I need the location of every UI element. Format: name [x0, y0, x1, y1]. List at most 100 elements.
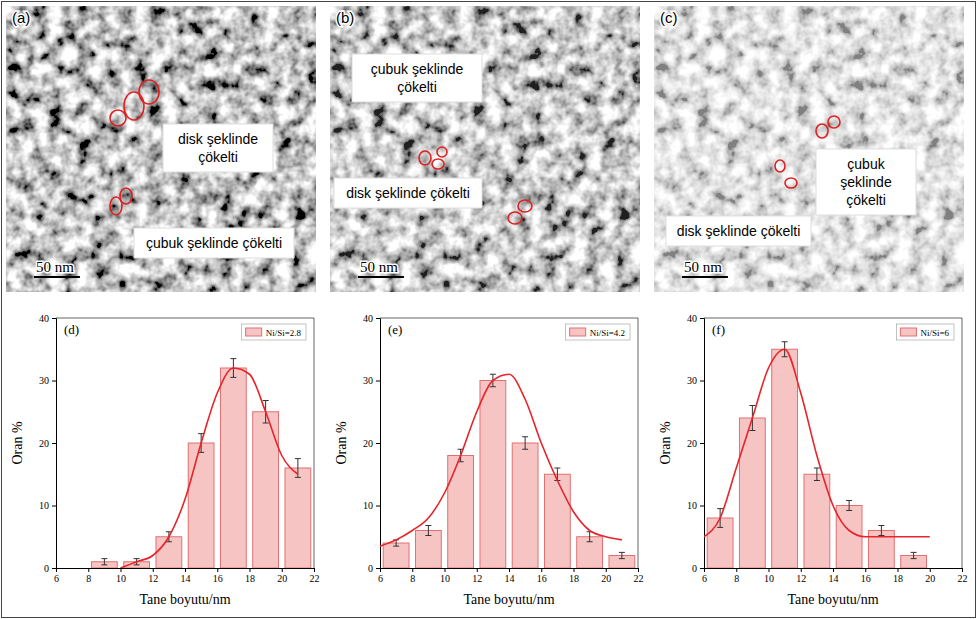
tick-label: 0 — [368, 563, 373, 574]
tick: 20 — [601, 568, 611, 584]
tick-mark — [700, 381, 704, 382]
precipitate-marker — [139, 80, 159, 104]
histogram-bar — [383, 543, 409, 568]
tick-mark — [282, 568, 283, 572]
histogram-chart: 6810121416182022010203040(e)Ni/Si=4.2Tan… — [334, 313, 644, 607]
error-bar — [619, 552, 625, 558]
tick-label: 14 — [829, 573, 839, 584]
tick-mark — [638, 568, 639, 572]
micrograph-texture — [6, 6, 316, 292]
histogram-bar — [220, 368, 246, 568]
legend: Ni/Si=2.8 — [242, 324, 306, 340]
tick-mark — [185, 568, 186, 572]
tick-label: 14 — [181, 573, 191, 584]
error-bar-cap — [425, 525, 431, 526]
panel-letter: (f) — [712, 322, 725, 337]
annotation-label: çubuk şeklindeçökelti — [371, 61, 464, 95]
tick-label: 10 — [687, 500, 697, 511]
tick: 12 — [796, 568, 806, 584]
tick: 8 — [86, 568, 91, 584]
tick-mark — [88, 568, 89, 572]
axis-line — [376, 319, 381, 569]
tick-mark — [52, 443, 56, 444]
tick-mark — [121, 568, 122, 572]
precipitate-marker — [432, 159, 444, 169]
histogram-bar — [804, 474, 830, 568]
axis-line — [57, 569, 315, 573]
tick-label: 16 — [213, 573, 223, 584]
tick-mark — [376, 318, 380, 319]
tick: 10 — [687, 500, 704, 511]
annotation-box: disk şeklindeçökelti — [163, 124, 273, 172]
x-axis: 6810121416182022 — [378, 568, 644, 584]
tick-label: 18 — [893, 573, 903, 584]
histogram-bar — [188, 443, 214, 568]
tick-label: 40 — [363, 313, 373, 324]
legend-swatch — [570, 328, 586, 336]
tick: 6 — [54, 568, 59, 584]
y-axis: 010203040 — [687, 313, 705, 574]
annotation-label: disk şeklinde çökelti — [346, 185, 470, 201]
tick: 14 — [829, 568, 839, 584]
error-bar — [878, 526, 884, 536]
precipitate-marker — [775, 160, 785, 172]
tick: 6 — [702, 568, 707, 584]
annotation-label: disk şeklinde çökelti — [677, 223, 801, 239]
tick-mark — [52, 381, 56, 382]
fit-curve — [121, 368, 298, 568]
tick-mark — [865, 568, 866, 572]
tick-label: 10 — [440, 573, 450, 584]
tick: 10 — [39, 500, 56, 511]
annotation-box: çubuk şeklinde çökelti — [134, 228, 294, 258]
tick-label: 12 — [148, 573, 158, 584]
error-bar-cap — [846, 500, 852, 501]
histogram-bar — [836, 506, 862, 569]
tick: 0 — [44, 563, 56, 574]
tick-mark — [700, 318, 704, 319]
tick-label: 22 — [958, 573, 968, 584]
tick-mark — [52, 568, 56, 569]
tick-label: 40 — [687, 313, 697, 324]
tick-mark — [52, 506, 56, 507]
scale-bar-label: 50 nm — [360, 259, 398, 275]
tick-label: 18 — [569, 573, 579, 584]
tick-mark — [606, 568, 607, 572]
annotation-box: disk şeklinde çökelti — [334, 178, 482, 208]
tick: 10 — [764, 568, 774, 584]
tick: 10 — [363, 500, 380, 511]
tick-label: 18 — [245, 573, 255, 584]
tick-mark — [930, 568, 931, 572]
micrograph — [6, 6, 316, 292]
tick: 22 — [634, 568, 644, 584]
legend-frame — [896, 324, 954, 340]
precipitate-marker — [110, 110, 126, 126]
annotation-background — [163, 124, 273, 172]
tick-label: 14 — [505, 573, 515, 584]
tick: 22 — [310, 568, 320, 584]
tick-label: 22 — [634, 573, 644, 584]
tick: 20 — [39, 438, 56, 449]
legend-label: Ni/Si=4.2 — [590, 328, 625, 338]
tick: 12 — [148, 568, 158, 584]
histogram-bar — [285, 468, 311, 568]
y-axis-title: Oran % — [658, 421, 673, 464]
plot-frame — [638, 318, 639, 568]
micrograph-texture — [654, 6, 964, 292]
error-bar-cap — [230, 377, 236, 378]
x-axis-title: Tane boyutu/nm — [787, 592, 878, 607]
tick: 16 — [213, 568, 223, 584]
figure: (a)disk şeklindeçökeltiçubuk şeklinde çö… — [0, 0, 977, 619]
plot-area — [380, 374, 635, 568]
micrograph-ground — [330, 6, 640, 292]
tick: 0 — [368, 563, 380, 574]
error-bar-cap — [263, 423, 269, 424]
tick-label: 12 — [472, 573, 482, 584]
error-bar-cap — [522, 436, 528, 437]
x-axis: 6810121416182022 — [54, 568, 320, 584]
error-bar-cap — [846, 510, 852, 511]
error-bar-cap — [619, 558, 625, 559]
tick-label: 10 — [116, 573, 126, 584]
error-bar — [587, 532, 593, 542]
tick: 10 — [440, 568, 450, 584]
annotation-label: disk şeklindeçökelti — [178, 131, 258, 165]
